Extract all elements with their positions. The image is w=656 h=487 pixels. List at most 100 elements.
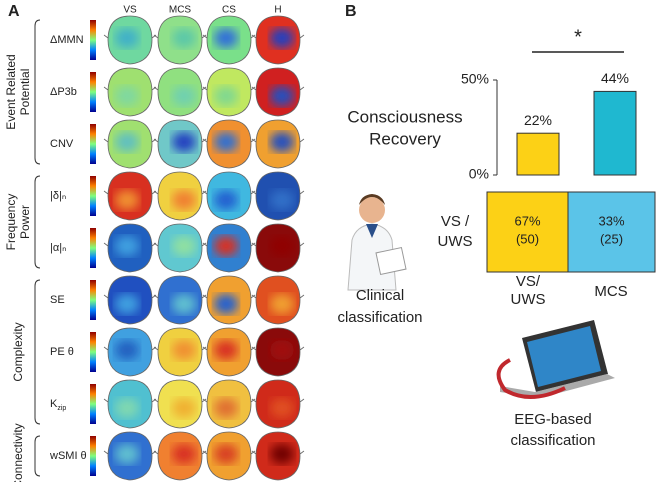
topomap-blob (214, 86, 238, 106)
topomap-blob (214, 444, 238, 464)
topomap-blob (214, 294, 238, 314)
group-label: Frequency (4, 194, 18, 251)
head-outline (251, 67, 305, 117)
topomap-blob (115, 236, 139, 256)
row-label: PE θ (50, 346, 74, 358)
head-outline (153, 223, 207, 273)
head-outline (202, 327, 256, 377)
head-outline (251, 223, 305, 273)
topomap-blob (115, 132, 139, 152)
topomap-blob (172, 28, 196, 48)
topomap (158, 432, 202, 480)
topomap (256, 120, 300, 168)
topomap (108, 120, 152, 168)
topomap-blob (214, 340, 238, 360)
row-label: SE (50, 294, 65, 306)
row-label-sub: zip (57, 405, 66, 412)
topomap (256, 172, 300, 220)
topomap (158, 120, 202, 168)
topomap-blob (270, 294, 294, 314)
topomap-blob (214, 132, 238, 152)
head-outline (202, 379, 256, 429)
head-outline (153, 67, 207, 117)
topomap (108, 224, 152, 272)
topomap (158, 16, 202, 64)
topomap (108, 172, 152, 220)
row-label: CNV (50, 138, 74, 150)
topomap (108, 432, 152, 480)
topomap (207, 276, 251, 324)
group-brace (34, 175, 41, 269)
colorbar (90, 20, 96, 60)
colorbar (90, 228, 96, 268)
topomap-blob (214, 28, 238, 48)
head-outline (251, 15, 305, 65)
y-tick-label: 50% (461, 71, 489, 87)
caption: EEG-based (514, 411, 592, 428)
row-label: ΔMMN (50, 34, 84, 46)
group-brace (34, 19, 41, 165)
cell-count: (25) (600, 231, 623, 246)
column-header: CS (222, 5, 236, 16)
chart-title: Recovery (369, 129, 441, 148)
colorbar (90, 332, 96, 372)
table-cell (567, 191, 656, 273)
topomap-blob (214, 236, 238, 256)
head-outline (202, 275, 256, 325)
topomap-blob (115, 28, 139, 48)
cell-percent: 67% (514, 213, 540, 228)
cell-percent: 33% (598, 213, 624, 228)
topomap-blob (172, 190, 196, 210)
head-outline (202, 67, 256, 117)
head-outline (251, 327, 305, 377)
topomap (256, 224, 300, 272)
topomap-blob (270, 190, 294, 210)
topomap (108, 68, 152, 116)
colorbar (90, 436, 96, 476)
group-brace (34, 279, 41, 425)
colorbar (90, 384, 96, 424)
head-outline (202, 119, 256, 169)
topomap (256, 328, 300, 376)
head-outline (153, 15, 207, 65)
topomap (108, 380, 152, 428)
topomap (207, 68, 251, 116)
topomap-blob (214, 190, 238, 210)
topomap-blob (172, 340, 196, 360)
topomap (158, 224, 202, 272)
value-label: 22% (524, 112, 552, 128)
topomap (207, 328, 251, 376)
topomap (207, 432, 251, 480)
topomap-blob (115, 86, 139, 106)
topomap (108, 328, 152, 376)
group-label: Connectivity (11, 423, 25, 482)
head-outline (202, 15, 256, 65)
table-cell (486, 191, 569, 273)
caption: Clinical (356, 287, 404, 304)
topomap (158, 172, 202, 220)
topomap (256, 432, 300, 480)
colorbar (90, 280, 96, 320)
topomap (256, 380, 300, 428)
topomap (158, 276, 202, 324)
column-header: H (274, 5, 281, 16)
topomap-blob (214, 398, 238, 418)
topomap-blob (270, 444, 294, 464)
column-header: MCS (169, 5, 192, 16)
topomap (108, 276, 152, 324)
topomap (256, 16, 300, 64)
topomap-blob (115, 294, 139, 314)
topomap (207, 224, 251, 272)
doctor-icon (347, 194, 407, 291)
topomap-blob (270, 340, 294, 360)
topomap (158, 380, 202, 428)
head-outline (202, 223, 256, 273)
head-outline (251, 171, 305, 221)
group-label: Complexity (11, 322, 25, 381)
topomap-blob (270, 236, 294, 256)
topomap (207, 120, 251, 168)
head-outline (251, 119, 305, 169)
head-outline (153, 119, 207, 169)
topomap-blob (115, 190, 139, 210)
topomap-blob (172, 294, 196, 314)
